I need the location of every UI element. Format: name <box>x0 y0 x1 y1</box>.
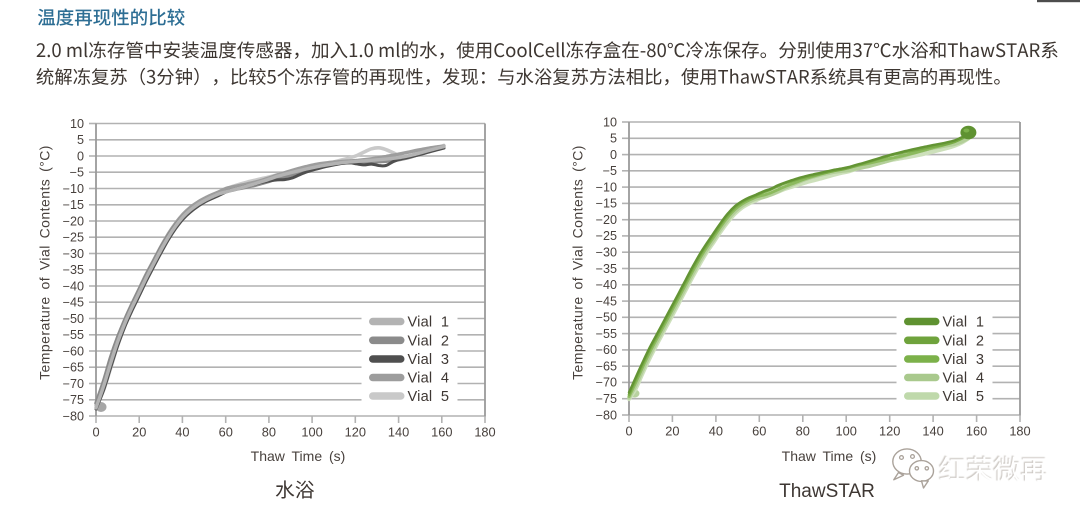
svg-text:160: 160 <box>431 425 452 440</box>
svg-text:Vial 1: Vial 1 <box>408 315 450 331</box>
svg-text:−60: −60 <box>596 343 617 357</box>
svg-text:10: 10 <box>70 117 84 131</box>
svg-text:Vial 4: Vial 4 <box>943 371 985 387</box>
svg-text:Vial 5: Vial 5 <box>943 389 985 405</box>
svg-text:Thaw Time (s): Thaw Time (s) <box>782 448 877 464</box>
svg-text:Vial 3: Vial 3 <box>408 352 450 368</box>
svg-text:−15: −15 <box>596 197 617 211</box>
svg-text:Temperature of Vial Contents (: Temperature of Vial Contents (°C) <box>37 145 53 380</box>
svg-text:40: 40 <box>709 424 723 439</box>
svg-text:−80: −80 <box>596 408 617 422</box>
svg-text:Vial 1: Vial 1 <box>943 315 985 331</box>
svg-text:0: 0 <box>92 425 99 440</box>
svg-text:120: 120 <box>345 425 366 440</box>
svg-text:160: 160 <box>966 424 987 439</box>
svg-text:−40: −40 <box>63 279 84 293</box>
svg-text:−5: −5 <box>70 166 84 180</box>
svg-text:−30: −30 <box>63 247 84 261</box>
svg-text:100: 100 <box>301 425 322 440</box>
svg-text:80: 80 <box>262 425 276 440</box>
svg-text:120: 120 <box>879 424 900 439</box>
svg-text:140: 140 <box>922 424 943 439</box>
svg-text:5: 5 <box>610 132 617 146</box>
svg-text:−45: −45 <box>63 296 84 310</box>
svg-text:140: 140 <box>388 425 409 440</box>
svg-text:−80: −80 <box>63 409 84 423</box>
svg-text:−70: −70 <box>596 376 617 390</box>
svg-text:180: 180 <box>474 425 495 440</box>
svg-text:−55: −55 <box>63 328 84 342</box>
svg-text:−30: −30 <box>596 246 617 260</box>
svg-text:−55: −55 <box>596 327 617 341</box>
svg-text:−50: −50 <box>596 311 617 325</box>
svg-text:−20: −20 <box>63 214 84 228</box>
svg-text:100: 100 <box>836 424 857 439</box>
svg-text:0: 0 <box>625 424 632 439</box>
svg-text:−35: −35 <box>596 262 617 276</box>
svg-text:−45: −45 <box>596 294 617 308</box>
svg-text:−25: −25 <box>63 231 84 245</box>
svg-text:−65: −65 <box>596 360 617 374</box>
svg-text:ThawSTAR: ThawSTAR <box>779 481 875 502</box>
svg-text:Temperature of Vial Contents (: Temperature of Vial Contents (°C) <box>570 145 586 380</box>
svg-text:Vial 3: Vial 3 <box>943 352 985 368</box>
svg-text:Vial 4: Vial 4 <box>408 371 450 387</box>
svg-text:Vial 2: Vial 2 <box>943 334 985 350</box>
svg-text:80: 80 <box>796 424 810 439</box>
svg-text:−75: −75 <box>596 392 617 406</box>
svg-text:−10: −10 <box>63 182 84 196</box>
svg-text:−35: −35 <box>63 263 84 277</box>
svg-text:40: 40 <box>175 425 189 440</box>
svg-text:10: 10 <box>603 115 617 129</box>
svg-text:60: 60 <box>219 425 233 440</box>
svg-text:5: 5 <box>77 133 84 147</box>
svg-text:−70: −70 <box>63 377 84 391</box>
svg-text:Thaw Time (s): Thaw Time (s) <box>251 448 346 464</box>
svg-text:Vial 5: Vial 5 <box>408 389 450 405</box>
svg-text:0: 0 <box>77 149 84 163</box>
svg-text:−75: −75 <box>63 393 84 407</box>
svg-text:−5: −5 <box>603 164 617 178</box>
svg-text:−15: −15 <box>63 198 84 212</box>
svg-text:−10: −10 <box>596 180 617 194</box>
svg-text:−20: −20 <box>596 213 617 227</box>
svg-text:0: 0 <box>610 148 617 162</box>
svg-text:−50: −50 <box>63 312 84 326</box>
svg-text:Vial 2: Vial 2 <box>408 334 450 350</box>
svg-text:−65: −65 <box>63 361 84 375</box>
svg-text:20: 20 <box>665 424 679 439</box>
svg-text:60: 60 <box>752 424 766 439</box>
svg-text:−40: −40 <box>596 278 617 292</box>
svg-text:180: 180 <box>1009 424 1030 439</box>
svg-text:−60: −60 <box>63 344 84 358</box>
svg-text:20: 20 <box>132 425 146 440</box>
svg-text:−25: −25 <box>596 229 617 243</box>
